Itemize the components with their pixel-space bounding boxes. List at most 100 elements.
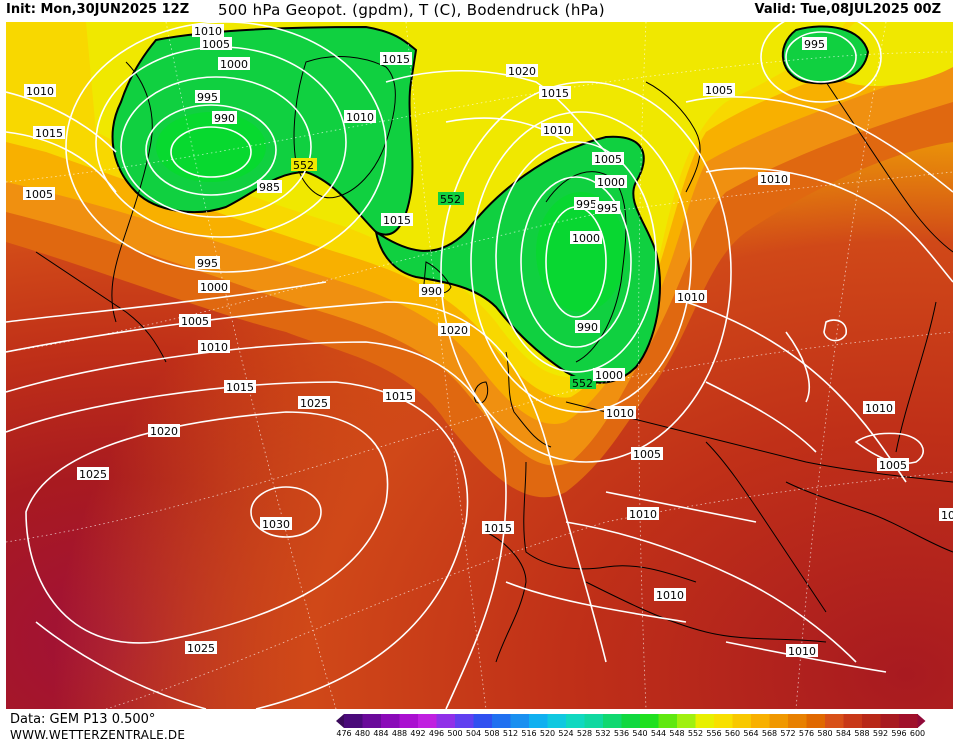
isobar-label-box: [631, 447, 663, 460]
isobar-label-box: [939, 508, 953, 521]
legend-tick-label: 496: [428, 729, 445, 738]
legend-color-cell: [510, 714, 530, 728]
legend-color-cell: [603, 714, 622, 728]
isobar-label: 985: [259, 181, 280, 194]
isobar-label-box: [185, 641, 217, 654]
legend-tick-label: 484: [373, 729, 389, 738]
legend-tick-label: 584: [835, 729, 852, 738]
init-time: Init: Mon,30JUN2025 12Z: [6, 2, 190, 17]
isobar-label: 1005: [705, 84, 733, 97]
isobar-label: 1015: [383, 214, 411, 227]
isobar-label-box: [703, 83, 735, 96]
isobar-label: 1010: [677, 291, 705, 304]
isobar-label: 1010: [760, 173, 788, 186]
legend-tick-label: 552: [687, 729, 704, 738]
isobar-label: 1000: [572, 232, 600, 245]
isobar-label: 1000: [200, 281, 228, 294]
isobar-label-box: [419, 284, 444, 297]
legend-color-cell: [418, 714, 437, 728]
isobar-label-box: [570, 231, 602, 244]
legend-tick-label: 528: [576, 729, 593, 738]
legend-tick-label: 600: [909, 729, 926, 738]
isobar-label: 1015: [385, 390, 413, 403]
legend-color-cell: [788, 714, 807, 728]
isobar-label-box: [758, 172, 790, 185]
isobar-label-box: [198, 340, 230, 353]
legend-tick-label: 508: [484, 729, 500, 738]
isobar-label-box: [482, 521, 514, 534]
legend-tick-label: 492: [410, 729, 426, 738]
isobar-label-box: [260, 517, 292, 530]
isobar-label: 990: [577, 321, 598, 334]
legend-tick-label: 516: [521, 729, 537, 738]
isobar-label-box: [574, 197, 599, 210]
valid-time: Valid: Tue,08JUL2025 00Z: [754, 2, 941, 17]
isobar-label-box: [148, 424, 180, 437]
legend-tick-label: 572: [780, 729, 796, 738]
legend-tick-label: 592: [872, 729, 889, 738]
legend-tick-label: 568: [761, 729, 778, 738]
map-footer: Data: GEM P13 0.500° WWW.WETTERZENTRALE.…: [0, 709, 959, 741]
isobar-label: 1010: [543, 124, 571, 137]
legend-color-cell: [862, 714, 881, 728]
legend-tick-label: 480: [354, 729, 371, 738]
isobar-label: 1025: [187, 642, 215, 655]
isobar-label: 1000: [595, 369, 623, 382]
legend-color-cell: [529, 714, 548, 728]
legend-color-cell: [399, 714, 419, 728]
isobar-label-box: [224, 380, 256, 393]
isobar-label: 1005: [202, 38, 230, 51]
isobar-label: 1030: [262, 518, 290, 531]
isobar-labels: 1010100510009959909851015101099510001005…: [23, 24, 953, 658]
gpdm-labels: 552 552 552: [291, 158, 596, 390]
isobar-label: 1005: [594, 153, 622, 166]
legend-tick-label: 548: [669, 729, 685, 738]
legend-tick-label: 512: [502, 729, 519, 738]
legend-tick-label: 488: [391, 729, 408, 738]
legend-tick-label: 520: [539, 729, 556, 738]
legend-color-cell: [473, 714, 493, 728]
legend-color-cell: [714, 714, 733, 728]
gpdm-label: 552: [440, 193, 461, 206]
legend-color-cell: [492, 714, 511, 728]
legend-tick-label: 500: [447, 729, 463, 738]
isobar-label-box: [257, 180, 282, 193]
isobar-label-box: [33, 126, 65, 139]
isobar-label: 1015: [35, 127, 63, 140]
isobar-label-box: [863, 401, 895, 414]
isobar-label: 1025: [300, 397, 328, 410]
legend-color-cell: [566, 714, 585, 728]
isobar-label-box: [539, 86, 571, 99]
legend-tick-label: 544: [650, 729, 667, 738]
legend-tick-label: 524: [558, 729, 574, 738]
legend-tick-label: 596: [891, 729, 907, 738]
isobar-label: 1020: [150, 425, 178, 438]
legend-color-cell: [640, 714, 659, 728]
isobar-label: 1015: [484, 522, 512, 535]
legend-tick-label: 580: [817, 729, 833, 738]
isobar-label-box: [24, 84, 56, 97]
isobar-label: 1010: [865, 402, 893, 415]
isobar-label: 1005: [25, 188, 53, 201]
isobar-label: 1010: [941, 509, 953, 522]
isobar-label-box: [198, 280, 230, 293]
legend-tick-label: 564: [743, 729, 759, 738]
isobar-label: 995: [576, 198, 597, 211]
isobar-label: 1010: [26, 85, 54, 98]
legend-color-cell: [362, 714, 382, 728]
legend-tick-label: 532: [595, 729, 611, 738]
isobar-label: 1020: [508, 65, 536, 78]
isobar-label-box: [595, 201, 620, 214]
isobar-label-box: [593, 368, 625, 381]
legend-tick-label: 576: [798, 729, 815, 738]
isobar-label: 1015: [541, 87, 569, 100]
isobar-label: 1020: [440, 324, 468, 337]
isobar-label-box: [654, 588, 686, 601]
map-svg: 552 552 552 1010100510009959909851015101…: [6, 22, 953, 709]
gpdm-label: 552: [572, 377, 593, 390]
isobar-label-box: [438, 323, 470, 336]
isobar-label: 1010: [194, 25, 222, 38]
legend-color-cell: [880, 714, 900, 728]
legend-color-cell: [344, 714, 363, 728]
